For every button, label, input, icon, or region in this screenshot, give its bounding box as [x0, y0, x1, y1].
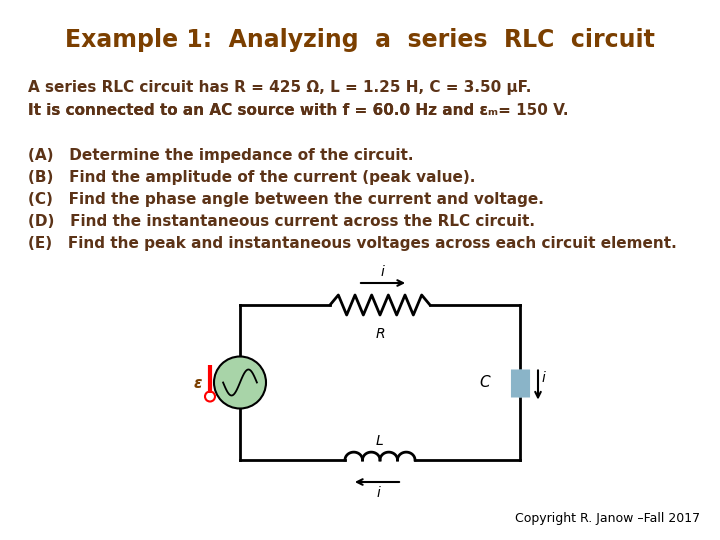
Text: R: R	[375, 327, 384, 341]
Text: (A)   Determine the impedance of the circuit.: (A) Determine the impedance of the circu…	[28, 148, 413, 163]
Text: C: C	[480, 375, 490, 390]
Text: Copyright R. Janow –Fall 2017: Copyright R. Janow –Fall 2017	[515, 512, 700, 525]
Text: (B)   Find the amplitude of the current (peak value).: (B) Find the amplitude of the current (p…	[28, 170, 475, 185]
Text: i: i	[380, 265, 384, 279]
Circle shape	[214, 356, 266, 408]
Text: It is connected to an AC source with f = 60.0 Hz and εₘ= 150 V.: It is connected to an AC source with f =…	[28, 103, 569, 118]
Text: i: i	[376, 486, 380, 500]
Text: Example 1:  Analyzing  a  series  RLC  circuit: Example 1: Analyzing a series RLC circui…	[65, 28, 655, 52]
Text: i: i	[542, 370, 546, 384]
Text: ε: ε	[194, 376, 202, 392]
Text: (E)   Find the peak and instantaneous voltages across each circuit element.: (E) Find the peak and instantaneous volt…	[28, 236, 677, 251]
Text: L: L	[376, 434, 384, 448]
Text: It is connected to an AC source with f = 60.0 Hz and ε: It is connected to an AC source with f =…	[28, 103, 488, 118]
Text: (D)   Find the instantaneous current across the RLC circuit.: (D) Find the instantaneous current acros…	[28, 214, 535, 229]
Text: A series RLC circuit has R = 425 Ω, L = 1.25 H, C = 3.50 μF.: A series RLC circuit has R = 425 Ω, L = …	[28, 80, 531, 95]
Text: (C)   Find the phase angle between the current and voltage.: (C) Find the phase angle between the cur…	[28, 192, 544, 207]
